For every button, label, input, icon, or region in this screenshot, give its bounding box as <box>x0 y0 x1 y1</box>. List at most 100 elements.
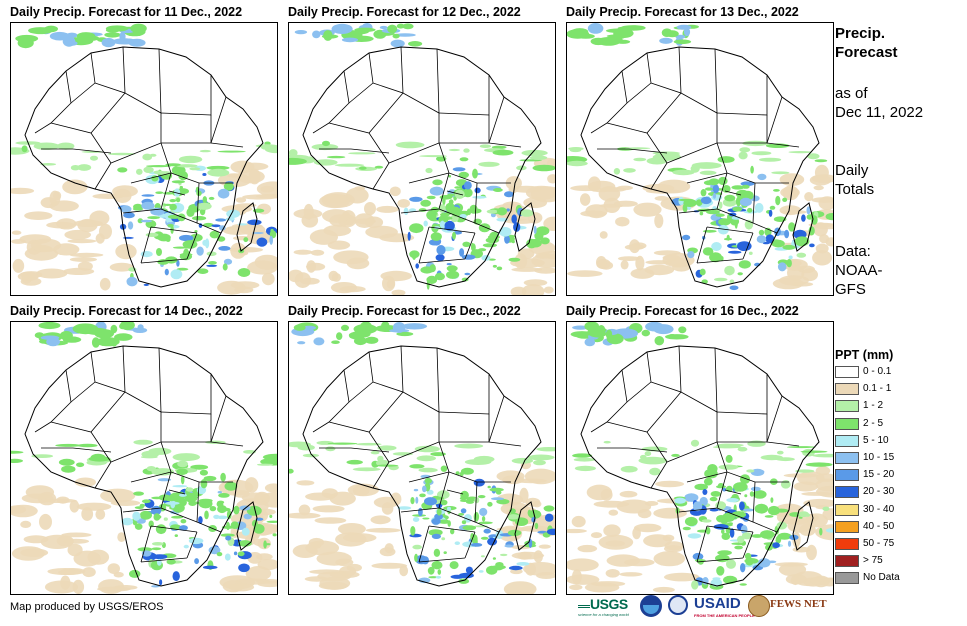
legend-swatch <box>835 469 859 482</box>
legend-rows: 0 - 0.1 0.1 - 1 1 - 2 2 - 5 5 - 10 10 - 15 15 … <box>835 364 915 587</box>
forecast-panel-3: Daily Precip. Forecast for 13 Dec., 2022 <box>566 4 834 298</box>
heading-line: Forecast <box>835 44 898 61</box>
legend-item: No Data <box>835 570 915 587</box>
map-credit: Map produced by USGS/EROS <box>10 601 164 613</box>
legend-swatch <box>835 451 859 464</box>
africa-coastline <box>580 46 820 288</box>
legend-label: > 75 <box>863 555 883 567</box>
as-of-label: as of <box>835 85 868 102</box>
heading-line: Precip. <box>835 25 886 42</box>
legend-item: 50 - 75 <box>835 536 915 553</box>
usgs-logo: USGS <box>578 595 628 612</box>
country-borders <box>590 46 800 264</box>
usaid-wordmark: USAID <box>694 595 741 612</box>
africa-coastline <box>24 46 264 288</box>
legend-swatch <box>835 503 859 516</box>
madagascar-outline <box>236 501 258 551</box>
country-borders <box>34 345 244 563</box>
legend-swatch <box>835 486 859 499</box>
panel-title: Daily Precip. Forecast for 15 Dec., 2022 <box>288 304 521 318</box>
africa-coastline <box>302 345 542 587</box>
legend-swatch <box>835 366 859 378</box>
forecast-panel-6: Daily Precip. Forecast for 16 Dec., 2022 <box>566 303 834 597</box>
africa-coastline <box>302 46 542 288</box>
africa-coastline <box>580 345 820 587</box>
legend-swatch <box>835 555 859 568</box>
panel-title: Daily Precip. Forecast for 13 Dec., 2022 <box>566 5 799 19</box>
rainfall-layer <box>289 23 555 290</box>
legend-label: 1 - 2 <box>863 400 884 412</box>
rainfall-layer <box>11 23 277 287</box>
usaid-tagline: FROM THE AMERICAN PEOPLE <box>694 613 755 618</box>
fewsnet-logo: FEWS NET <box>770 598 827 610</box>
legend-label: 10 - 15 <box>863 451 895 463</box>
usgs-wave-icon <box>578 595 590 608</box>
panel-title: Daily Precip. Forecast for 11 Dec., 2022 <box>10 5 243 19</box>
legend-item: 30 - 40 <box>835 502 915 519</box>
as-of-date: as of Dec 11, 2022 <box>835 84 923 122</box>
legend-item: 15 - 20 <box>835 467 915 484</box>
totals-note: Daily Totals <box>835 161 874 199</box>
legend-swatch <box>835 417 859 430</box>
africa-precip-map <box>566 321 834 595</box>
precip-legend: PPT (mm) 0 - 0.1 0.1 - 1 1 - 2 2 - 5 5 - 10 1… <box>835 346 915 587</box>
legend-item: 5 - 10 <box>835 433 915 450</box>
legend-item: 10 - 15 <box>835 450 915 467</box>
usgs-wordmark: USGS <box>590 596 628 612</box>
africa-precip-map <box>10 22 278 296</box>
panel-title: Daily Precip. Forecast for 12 Dec., 2022 <box>288 5 521 19</box>
africa-precip-map <box>288 22 556 296</box>
data-source: Data: NOAA- GFS <box>835 242 883 299</box>
legend-item: 0 - 0.1 <box>835 364 915 381</box>
legend-label: 0 - 0.1 <box>863 366 892 377</box>
legend-label: 20 - 30 <box>863 486 895 498</box>
legend-item: > 75 <box>835 553 915 570</box>
africa-precip-map <box>288 321 556 595</box>
usgs-tagline: science for a changing world <box>578 612 629 617</box>
africa-precip-map <box>10 321 278 595</box>
usaid-logo: USAID <box>694 595 741 612</box>
legend-label: 40 - 50 <box>863 520 895 532</box>
legend-item: 40 - 50 <box>835 519 915 536</box>
forecast-panel-1: Daily Precip. Forecast for 11 Dec., 2022 <box>10 4 278 298</box>
legend-swatch <box>835 572 859 585</box>
legend-label: 30 - 40 <box>863 503 895 515</box>
legend-swatch <box>835 520 859 533</box>
totals-line: Daily <box>835 162 869 179</box>
legend-label: 50 - 75 <box>863 537 895 549</box>
dry-area-layer <box>11 477 277 594</box>
rainfall-layer <box>11 322 277 588</box>
legend-label: 2 - 5 <box>863 417 884 429</box>
as-of-value: Dec 11, 2022 <box>835 104 924 121</box>
country-borders <box>312 46 522 264</box>
legend-item: 2 - 5 <box>835 416 915 433</box>
data-source-line: NOAA- <box>835 262 883 279</box>
africa-precip-map <box>566 22 834 296</box>
legend-item: 1 - 2 <box>835 398 915 415</box>
sidebar-heading: Precip. Forecast <box>835 24 898 62</box>
data-source-line: Data: <box>835 243 871 260</box>
legend-swatch <box>835 383 859 396</box>
dry-area-layer <box>289 157 555 295</box>
legend-swatch <box>835 537 859 550</box>
doc-seal-icon <box>668 595 688 615</box>
madagascar-outline <box>236 202 258 252</box>
legend-label: 5 - 10 <box>863 434 889 446</box>
panel-title: Daily Precip. Forecast for 16 Dec., 2022 <box>566 304 799 318</box>
madagascar-outline <box>514 202 536 252</box>
totals-line: Totals <box>835 181 875 198</box>
legend-label: No Data <box>863 572 900 584</box>
country-borders <box>590 345 800 563</box>
panel-title: Daily Precip. Forecast for 14 Dec., 2022 <box>10 304 243 318</box>
legend-label: 15 - 20 <box>863 469 895 481</box>
forecast-panel-4: Daily Precip. Forecast for 14 Dec., 2022 <box>10 303 278 597</box>
rainfall-layer <box>567 23 833 291</box>
country-borders <box>312 345 522 563</box>
madagascar-outline <box>792 202 814 252</box>
legend-item: 0.1 - 1 <box>835 381 915 398</box>
madagascar-outline <box>792 501 814 551</box>
legend-label: 0.1 - 1 <box>863 383 892 395</box>
forecast-panel-2: Daily Precip. Forecast for 12 Dec., 2022 <box>288 4 556 298</box>
legend-item: 20 - 30 <box>835 484 915 501</box>
noaa-logo-icon <box>640 595 662 617</box>
